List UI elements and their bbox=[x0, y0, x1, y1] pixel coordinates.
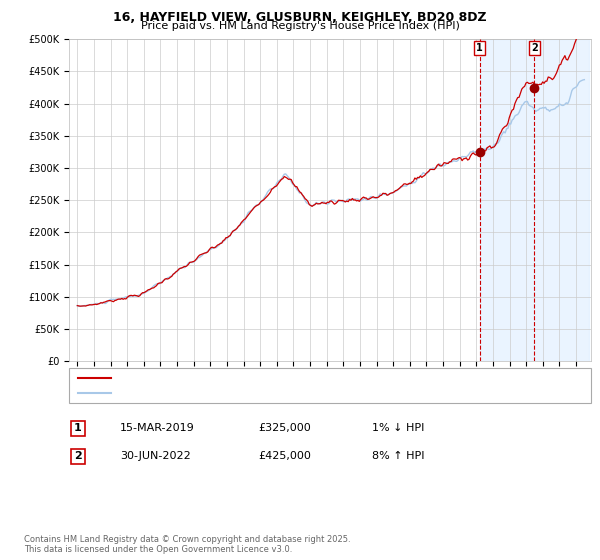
Text: HPI: Average price, detached house, North Yorkshire: HPI: Average price, detached house, Nort… bbox=[117, 389, 373, 399]
Text: £325,000: £325,000 bbox=[258, 423, 311, 433]
Text: Contains HM Land Registry data © Crown copyright and database right 2025.
This d: Contains HM Land Registry data © Crown c… bbox=[24, 535, 350, 554]
Text: 2: 2 bbox=[531, 43, 538, 53]
Text: 8% ↑ HPI: 8% ↑ HPI bbox=[372, 451, 425, 461]
Text: 15-MAR-2019: 15-MAR-2019 bbox=[120, 423, 195, 433]
Text: 30-JUN-2022: 30-JUN-2022 bbox=[120, 451, 191, 461]
Text: 1% ↓ HPI: 1% ↓ HPI bbox=[372, 423, 424, 433]
Bar bbox=[480, 39, 589, 361]
Text: 1: 1 bbox=[74, 423, 82, 433]
Text: £425,000: £425,000 bbox=[258, 451, 311, 461]
Text: Price paid vs. HM Land Registry's House Price Index (HPI): Price paid vs. HM Land Registry's House … bbox=[140, 21, 460, 31]
Text: 16, HAYFIELD VIEW, GLUSBURN, KEIGHLEY, BD20 8DZ (detached house): 16, HAYFIELD VIEW, GLUSBURN, KEIGHLEY, B… bbox=[117, 373, 470, 383]
Text: 2: 2 bbox=[74, 451, 82, 461]
Text: 1: 1 bbox=[476, 43, 483, 53]
Text: 16, HAYFIELD VIEW, GLUSBURN, KEIGHLEY, BD20 8DZ: 16, HAYFIELD VIEW, GLUSBURN, KEIGHLEY, B… bbox=[113, 11, 487, 24]
